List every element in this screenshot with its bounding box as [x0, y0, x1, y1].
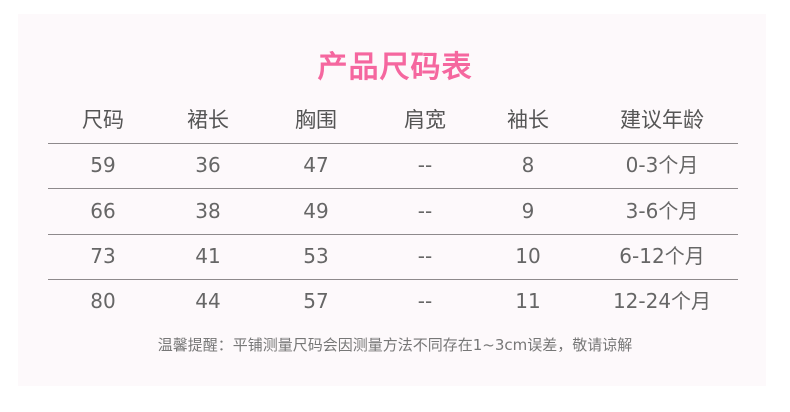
- header-size: 尺码: [82, 108, 124, 132]
- cell-chest: 47: [303, 153, 329, 177]
- header-dress-length: 裙长: [187, 108, 229, 132]
- cell-sleeve: 11: [515, 289, 541, 313]
- cell-dress-length: 36: [195, 153, 221, 177]
- cell-size: 66: [90, 199, 116, 223]
- cell-age: 3-6个月: [625, 199, 699, 223]
- cell-sleeve: 9: [521, 199, 535, 223]
- cell-dress-length: 44: [195, 289, 221, 313]
- cell-size: 80: [90, 289, 116, 313]
- header-age: 建议年龄: [620, 108, 704, 132]
- table-row: 80 44 57 -- 11 12-24个月: [48, 279, 738, 324]
- table-row: 73 41 53 -- 10 6-12个月: [48, 234, 738, 280]
- cell-dress-length: 38: [195, 199, 221, 223]
- cell-shoulder: --: [417, 244, 433, 268]
- header-sleeve: 袖长: [507, 108, 549, 132]
- cell-age: 12-24个月: [612, 289, 712, 313]
- cell-size: 73: [90, 244, 116, 268]
- cell-sleeve: 10: [515, 244, 541, 268]
- cell-size: 59: [90, 153, 116, 177]
- header-shoulder: 肩宽: [404, 108, 446, 132]
- cell-age: 0-3个月: [625, 153, 699, 177]
- cell-chest: 49: [303, 199, 329, 223]
- header-chest: 胸围: [295, 108, 337, 132]
- cell-sleeve: 8: [521, 153, 535, 177]
- cell-shoulder: --: [417, 153, 433, 177]
- size-chart-card: [18, 14, 766, 386]
- chart-title: 产品尺码表: [317, 50, 473, 85]
- table-row: 59 36 47 -- 8 0-3个月: [48, 143, 738, 189]
- cell-chest: 57: [303, 289, 329, 313]
- table-row: 66 38 49 -- 9 3-6个月: [48, 189, 738, 235]
- cell-age: 6-12个月: [619, 244, 705, 268]
- cell-dress-length: 41: [195, 244, 221, 268]
- table-header: 尺码 裙长 胸围 肩宽 袖长 建议年龄: [48, 98, 738, 144]
- cell-shoulder: --: [417, 199, 433, 223]
- cell-chest: 53: [303, 244, 329, 268]
- cell-shoulder: --: [417, 289, 433, 313]
- measurement-note: 温馨提醒：平铺测量尺码会因测量方法不同存在1~3cm误差，敬请谅解: [157, 336, 633, 354]
